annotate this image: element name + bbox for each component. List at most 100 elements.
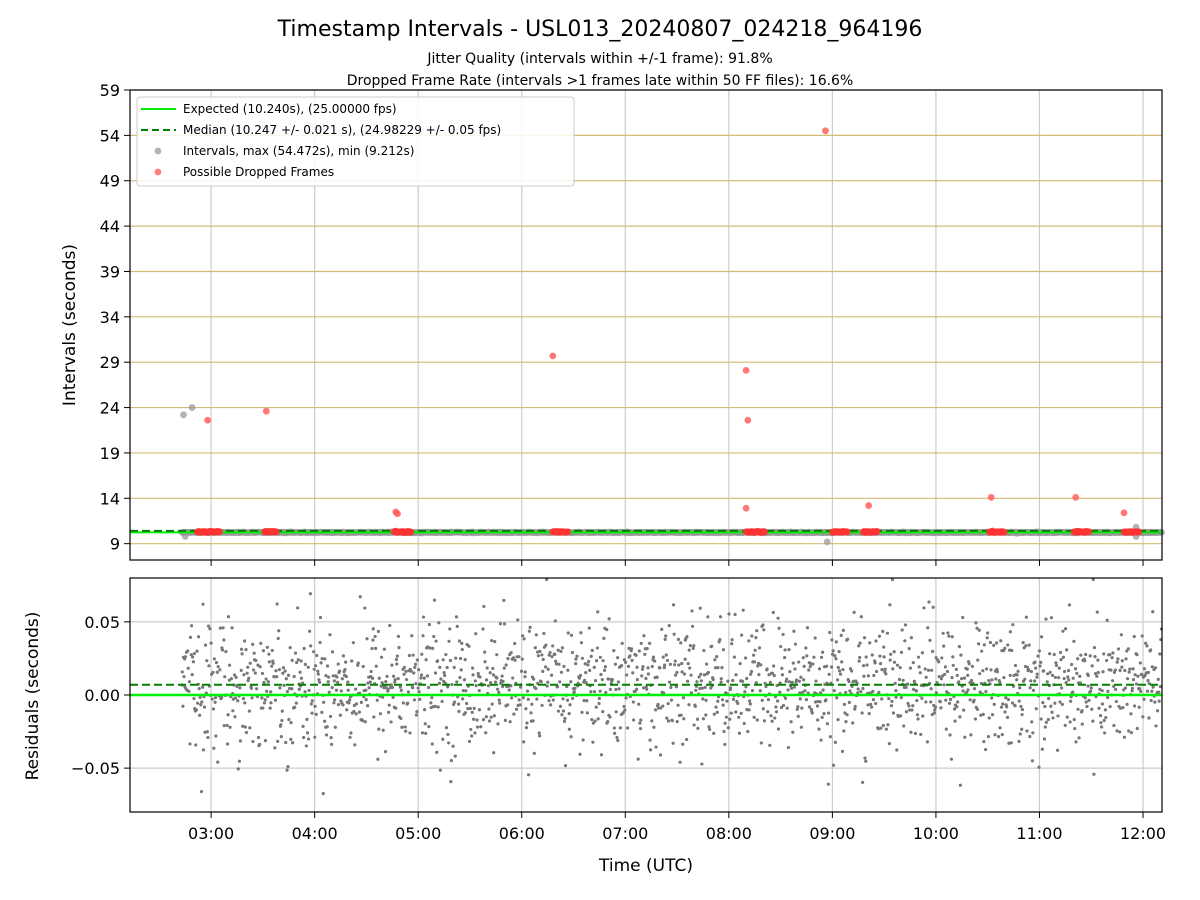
residual-point — [458, 675, 462, 680]
residual-point — [904, 710, 909, 714]
residual-point — [842, 702, 847, 707]
residual-point — [757, 672, 761, 677]
residual-point — [592, 690, 597, 694]
residual-point — [887, 696, 891, 701]
residual-point — [669, 698, 674, 702]
residual-point — [321, 791, 325, 796]
residual-point — [629, 647, 634, 651]
residual-point — [702, 648, 706, 653]
residual-point — [1093, 672, 1098, 676]
residual-point — [1076, 657, 1080, 661]
residual-point — [859, 690, 863, 694]
x-tick-label: 08:00 — [706, 824, 752, 843]
residual-point — [521, 634, 525, 638]
residual-point — [926, 668, 931, 672]
residual-point — [830, 638, 834, 642]
residual-point — [414, 713, 419, 717]
residual-point — [801, 678, 806, 682]
residual-point — [379, 684, 383, 688]
residual-point — [188, 635, 193, 639]
residual-point — [359, 700, 363, 704]
residual-point — [1120, 665, 1124, 669]
residual-point — [746, 729, 750, 734]
residual-point — [296, 606, 300, 610]
residual-point — [841, 628, 845, 632]
residual-point — [435, 750, 439, 755]
residual-point — [865, 663, 869, 667]
residual-point — [554, 659, 558, 663]
residual-point — [710, 644, 714, 648]
residual-point — [803, 689, 807, 693]
residual-point — [591, 740, 595, 744]
residual-point — [859, 615, 863, 619]
residual-point — [812, 655, 816, 659]
figure-subtitle-dropped: Dropped Frame Rate (intervals >1 frames … — [347, 73, 854, 89]
residual-point — [181, 704, 185, 708]
residual-point — [563, 764, 568, 768]
residual-point — [1033, 660, 1037, 664]
dropped-frame-outlier-point — [1120, 509, 1128, 517]
residual-point — [907, 704, 911, 708]
residual-point — [352, 709, 356, 714]
residual-point — [760, 698, 764, 702]
residual-point — [755, 718, 759, 722]
residual-point — [188, 742, 192, 746]
residual-point — [869, 705, 874, 709]
residual-point — [260, 696, 264, 700]
residual-point — [394, 706, 398, 710]
residual-point — [346, 688, 350, 692]
residual-point — [589, 654, 593, 658]
residual-point — [522, 740, 526, 744]
residual-point — [783, 655, 787, 660]
residual-point — [441, 658, 445, 662]
residual-point — [364, 688, 368, 692]
residual-point — [884, 727, 888, 731]
residual-point — [191, 660, 195, 664]
residual-point — [201, 748, 205, 752]
residual-point — [1100, 689, 1104, 693]
residual-point — [264, 677, 268, 681]
residual-point — [679, 641, 683, 645]
residual-point — [523, 670, 527, 674]
residual-point — [1072, 639, 1076, 643]
residual-point — [1044, 720, 1048, 724]
residual-point — [525, 721, 529, 725]
residual-point — [258, 665, 262, 669]
residual-point — [512, 712, 516, 716]
residual-point — [638, 721, 642, 725]
residual-point — [700, 762, 704, 766]
residual-point — [857, 659, 861, 663]
residual-point — [862, 674, 866, 678]
residual-point — [497, 690, 501, 694]
residual-point — [536, 654, 541, 658]
residual-point — [329, 736, 333, 740]
residual-point — [594, 659, 599, 663]
residual-point — [951, 663, 955, 668]
residual-point — [318, 615, 323, 620]
residual-point — [228, 725, 232, 729]
residual-point — [186, 649, 190, 653]
residual-point — [506, 657, 510, 661]
residual-point — [943, 672, 947, 677]
residual-point — [246, 665, 250, 669]
residual-point — [450, 682, 454, 687]
residual-point — [1042, 737, 1047, 741]
residual-point — [273, 698, 278, 702]
residual-point — [767, 673, 771, 677]
residual-point — [378, 712, 383, 716]
residual-point — [843, 711, 847, 715]
residual-point — [864, 655, 868, 659]
residual-point — [644, 676, 648, 681]
residual-point — [289, 737, 293, 741]
residual-point — [773, 716, 777, 720]
residual-point — [939, 706, 943, 710]
residual-point — [1132, 634, 1136, 639]
residual-point — [488, 680, 493, 685]
residual-point — [448, 627, 452, 631]
residual-point — [586, 663, 590, 667]
residual-point — [856, 687, 860, 691]
dropped-frame-point — [843, 528, 851, 536]
residual-point — [938, 700, 942, 704]
residual-point — [972, 686, 977, 691]
